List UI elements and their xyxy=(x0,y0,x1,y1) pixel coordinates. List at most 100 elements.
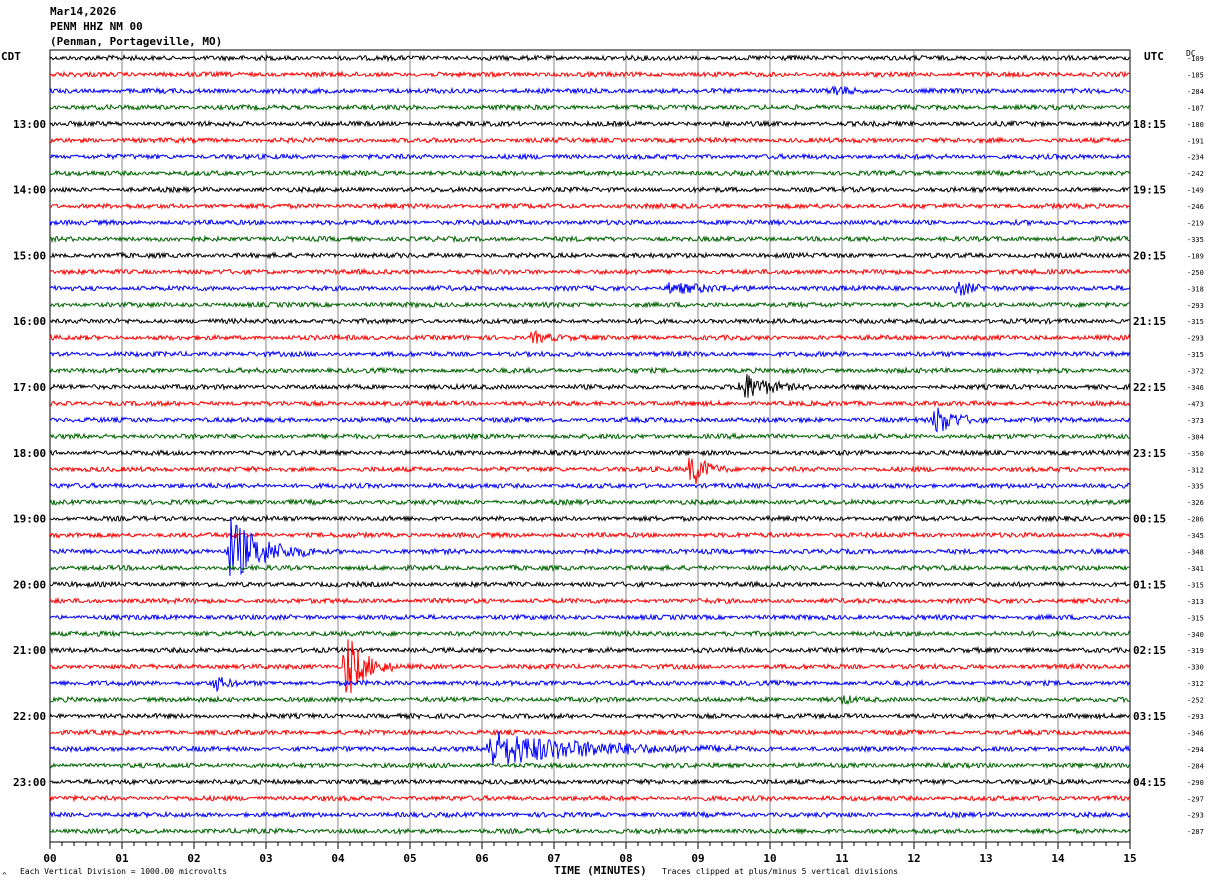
trace-line xyxy=(49,185,1130,194)
dc-offset-label: -293 xyxy=(1187,302,1204,310)
dc-offset-label: -312 xyxy=(1187,680,1204,688)
x-tick-label: 10 xyxy=(763,852,776,865)
trace-line xyxy=(49,53,1131,63)
left-hour-label: 15:00 xyxy=(13,249,46,262)
dc-offset-label: -242 xyxy=(1187,170,1204,178)
dc-offset-label: -326 xyxy=(1187,499,1204,507)
dc-offset-label: -341 xyxy=(1187,565,1204,573)
trace-line xyxy=(49,103,1131,112)
dc-offset-label: -294 xyxy=(1187,746,1204,754)
trace-line xyxy=(49,518,1131,577)
x-tick-label: 09 xyxy=(691,852,704,865)
dc-offset-label: -319 xyxy=(1187,647,1204,655)
dc-offset-label: -473 xyxy=(1187,400,1204,408)
trace-line xyxy=(49,218,1131,227)
trace-line xyxy=(49,431,1131,441)
right-hour-label: 23:15 xyxy=(1133,447,1166,460)
trace-line xyxy=(49,645,1131,655)
dc-offset-label: -297 xyxy=(1187,795,1204,803)
trace-line xyxy=(49,694,1131,706)
right-hour-label: 20:15 xyxy=(1133,249,1166,262)
trace-line xyxy=(49,201,1131,211)
x-tick-label: 04 xyxy=(331,852,345,865)
trace-line xyxy=(49,711,1131,721)
trace-line xyxy=(49,70,1131,79)
left-timezone-label: CDT xyxy=(1,50,21,63)
dc-offset-label: -246 xyxy=(1187,203,1204,211)
trace-line xyxy=(49,399,1131,408)
trace-line xyxy=(49,563,1131,572)
trace-line xyxy=(49,349,1131,359)
clipping-note: Traces clipped at plus/minus 5 vertical … xyxy=(662,867,899,876)
left-hour-label: 23:00 xyxy=(13,776,46,789)
header-location: (Penman, Portageville, MO) xyxy=(50,35,223,48)
right-hour-label: 02:15 xyxy=(1133,644,1166,657)
x-axis-label: TIME (MINUTES) xyxy=(554,864,647,877)
trace-line xyxy=(49,300,1131,309)
dc-offset-label: -219 xyxy=(1187,220,1204,228)
dc-offset-label: -290 xyxy=(1187,779,1204,787)
left-hour-label: 21:00 xyxy=(13,644,46,657)
header-station: PENM HHZ NM 00 xyxy=(50,20,143,33)
trace-line xyxy=(49,761,1131,770)
dc-offset-label: -286 xyxy=(1187,516,1204,524)
trace-line xyxy=(49,152,1131,161)
left-hour-label: 14:00 xyxy=(13,184,46,197)
right-timezone-label: UTC xyxy=(1144,50,1164,63)
x-tick-label: 02 xyxy=(187,852,200,865)
dc-offset-label: -346 xyxy=(1187,729,1204,737)
dc-offset-label: -252 xyxy=(1187,697,1204,705)
trace-line xyxy=(49,676,1131,693)
trace-line xyxy=(49,330,1131,344)
x-tick-label: 12 xyxy=(907,852,920,865)
dc-offset-label: -372 xyxy=(1187,368,1204,376)
x-tick-label: 00 xyxy=(43,852,56,865)
left-hour-label: 20:00 xyxy=(13,578,46,591)
dc-offset-label: -185 xyxy=(1187,71,1204,79)
dc-offset-label: -250 xyxy=(1187,269,1204,277)
dc-offset-label: -149 xyxy=(1187,187,1204,195)
x-tick-label: 11 xyxy=(835,852,849,865)
left-hour-label: 22:00 xyxy=(13,710,46,723)
right-hour-label: 21:15 xyxy=(1133,315,1166,328)
left-hour-label: 17:00 xyxy=(13,381,46,394)
dc-offset-label: -180 xyxy=(1187,121,1204,129)
dc-offset-label: -304 xyxy=(1187,433,1204,441)
dc-offset-label: -315 xyxy=(1187,581,1204,589)
trace-line xyxy=(49,366,1131,375)
dc-offset-label: -315 xyxy=(1187,318,1204,326)
trace-line xyxy=(49,407,1131,433)
dc-offset-label: -191 xyxy=(1187,137,1204,145)
trace-line xyxy=(49,119,1131,128)
trace-line xyxy=(49,794,1131,803)
right-hour-label: 01:15 xyxy=(1133,578,1166,591)
x-tick-label: 13 xyxy=(979,852,992,865)
right-hour-label: 22:15 xyxy=(1133,381,1166,394)
dc-offset-label: -187 xyxy=(1187,104,1204,112)
dc-offset-label: -315 xyxy=(1187,351,1204,359)
dc-offset-label: -293 xyxy=(1187,812,1204,820)
dc-offset-label: -350 xyxy=(1187,450,1204,458)
x-tick-label: 03 xyxy=(259,852,272,865)
trace-line xyxy=(49,85,1131,96)
trace-line xyxy=(49,168,1131,178)
trace-line xyxy=(49,639,1131,694)
trace-line xyxy=(49,579,1131,589)
dc-offset-label: -234 xyxy=(1187,154,1204,162)
dc-offset-label: -313 xyxy=(1187,598,1204,606)
right-hour-label: 00:15 xyxy=(1133,513,1166,526)
trace-line xyxy=(49,596,1131,606)
dc-offset-label: -335 xyxy=(1187,236,1204,244)
plot-frame xyxy=(49,49,1131,843)
left-hour-label: 19:00 xyxy=(13,513,46,526)
right-hour-label: 18:15 xyxy=(1133,118,1166,131)
trace-line xyxy=(49,281,1131,296)
left-hour-label: 18:00 xyxy=(13,447,46,460)
dc-offset-label: -346 xyxy=(1187,384,1204,392)
x-tick-label: 06 xyxy=(475,852,489,865)
trace-line xyxy=(49,826,1131,836)
dc-offset-label: -318 xyxy=(1187,285,1204,293)
dc-offset-label: -315 xyxy=(1187,614,1204,622)
trace-line xyxy=(49,457,1131,484)
